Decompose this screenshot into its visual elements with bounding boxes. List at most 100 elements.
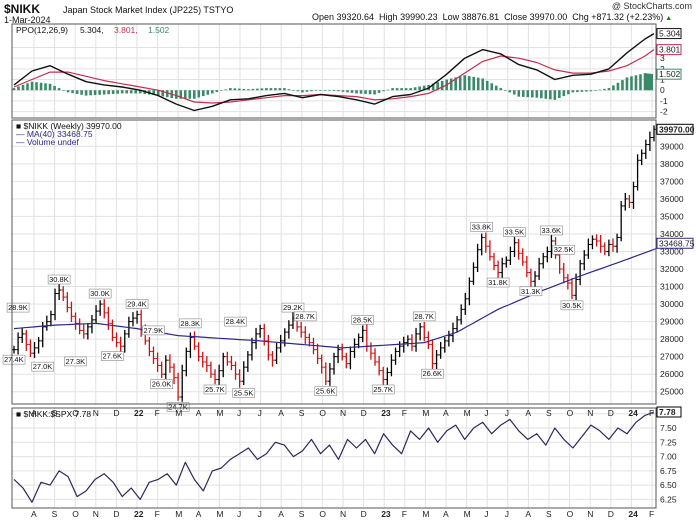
price-flag-label: 33.5K — [505, 228, 525, 237]
ratio-panel: 6.256.506.757.007.257.507.75■ $NIKK:$SPX… — [11, 406, 682, 509]
ppo-histogram-bar — [35, 82, 38, 91]
ppo-histogram-bar — [238, 88, 241, 91]
x-tick-label-ratio: O — [72, 509, 79, 519]
price-flag-label: 26.0K — [152, 380, 172, 389]
price-flag-box — [314, 386, 338, 397]
price-flag-label: 33.6K — [541, 226, 561, 235]
price-flag-label: 28.4K — [226, 317, 246, 326]
x-tick-label-price: A — [443, 408, 449, 418]
x-tick-label-ratio: O — [319, 509, 326, 519]
ppo-histogram-bar — [436, 82, 439, 91]
x-tick-label-price: M — [175, 408, 182, 418]
ppo-histogram-bar — [220, 90, 223, 91]
x-tick-label-ratio: N — [587, 509, 593, 519]
ppo-histogram-bar — [274, 88, 277, 91]
ma-value-tag — [656, 237, 694, 249]
ppo-histogram-bar — [598, 89, 602, 91]
x-tick-label-price: J — [505, 408, 509, 418]
ppo-histogram-bar — [395, 88, 399, 91]
ppo-legend-label: PPO(12,26,9) — [16, 25, 68, 35]
ppo-histogram-bar — [305, 90, 309, 92]
y-tick-label: 6.25 — [660, 494, 677, 504]
x-tick-label-price: A — [31, 408, 37, 418]
ppo-histogram-bar — [463, 75, 467, 91]
ppo-histogram-bar — [472, 76, 476, 91]
ppo-histogram-bar — [48, 83, 52, 91]
x-tick-label-ratio: F — [402, 509, 407, 519]
price-flag-box — [125, 299, 149, 309]
ppo-histogram-bar — [359, 90, 363, 94]
ppo-histogram-bar — [134, 90, 137, 94]
ppo-histogram-bar — [39, 82, 43, 91]
x-tick-label-price: J — [237, 408, 241, 418]
x-tick-label-price: M — [464, 408, 471, 418]
ppo-histogram-bar — [21, 84, 25, 91]
x-tick-label-price: O — [72, 408, 79, 418]
ppo-histogram-bar — [382, 90, 385, 92]
price-flag-box — [150, 379, 173, 390]
ppo-histogram-bar — [188, 90, 192, 99]
ppo-histogram-bar — [242, 88, 246, 91]
price-legend-title: ■ $NIKK (Weekly) 39970.00 — [16, 121, 122, 131]
y-tick-label: 29000 — [660, 317, 684, 327]
price-flag-box — [421, 368, 444, 379]
x-tick-label-price: N — [93, 408, 99, 418]
x-tick-label-price: A — [525, 408, 531, 418]
price-flag-label: 27.9K — [143, 326, 163, 335]
ppo-histogram-bar — [603, 88, 606, 91]
ppo-line — [13, 32, 655, 112]
ppo-histogram-bar — [526, 90, 530, 98]
ppo-histogram-bar — [458, 76, 462, 91]
ppo-histogram-bar — [409, 88, 412, 91]
ppo-histogram-bar — [256, 88, 259, 91]
x-tick-label-ratio: M — [216, 509, 223, 519]
y-tick-label: 0 — [660, 85, 665, 95]
ppo-histogram-bar — [558, 90, 561, 98]
ppo-histogram-bar — [17, 86, 20, 91]
ppo-histogram-bar — [206, 90, 210, 95]
ppo-histogram-bar — [265, 88, 268, 91]
ppo-histogram-bar — [621, 80, 624, 91]
x-tick-label-ratio: O — [567, 509, 574, 519]
price-flag-label: 30.5K — [562, 301, 582, 310]
x-tick-label-ratio: M — [422, 509, 429, 519]
x-tick-label-price: O — [567, 408, 574, 418]
ppo-histogram-bar — [211, 90, 214, 94]
ppo-histogram-bar — [630, 76, 633, 91]
x-tick-label-ratio: J — [505, 509, 509, 519]
chart-date: 1-Mar-2024 — [4, 15, 51, 25]
y-tick-label: 38000 — [660, 159, 684, 169]
ohlc-readout: Open 39320.64 High 39990.23 Low 38876.81… — [312, 12, 672, 22]
price-flag-label: 25.7K — [373, 385, 393, 394]
x-tick-label-ratio: 23 — [381, 509, 391, 519]
price-flag-box — [519, 286, 543, 297]
y-tick-label: 33000 — [660, 246, 684, 256]
ppo-histogram-bar — [129, 90, 133, 94]
price-flag-box — [540, 225, 563, 236]
ppo-histogram-bar — [346, 90, 349, 93]
ppo-histogram-bar — [549, 90, 552, 100]
ppo-histogram-bar — [192, 90, 196, 99]
price-flag-box — [101, 351, 124, 361]
ppo-histogram-bar — [485, 80, 489, 91]
symbol-title: $NIKK — [4, 2, 41, 16]
x-tick-label-price: F — [155, 408, 160, 418]
ppo-histogram-bar — [404, 88, 408, 91]
y-tick-label: -2 — [660, 107, 668, 117]
ppo-histogram-bar — [269, 88, 273, 91]
ppo-histogram-bar — [650, 73, 654, 91]
price-flag-label: 32.5K — [554, 245, 574, 254]
price-flag-label: 27.4K — [4, 355, 24, 364]
y-tick-label: 37000 — [660, 176, 684, 186]
x-tick-label-ratio: J — [484, 509, 488, 519]
price-flag-label: 27.3K — [66, 357, 86, 366]
ppo-histogram-bar — [12, 88, 16, 91]
ppo-histogram-bar — [612, 85, 615, 91]
ppo-histogram-bar — [89, 90, 92, 96]
x-tick-label-price: N — [587, 408, 593, 418]
price-flag-label: 28.3K — [180, 319, 200, 328]
price-flag-box — [281, 302, 305, 313]
x-tick-label-ratio: A — [196, 509, 202, 519]
ppo-histogram-bar — [224, 89, 228, 91]
ppo-histogram-bar — [251, 88, 255, 91]
